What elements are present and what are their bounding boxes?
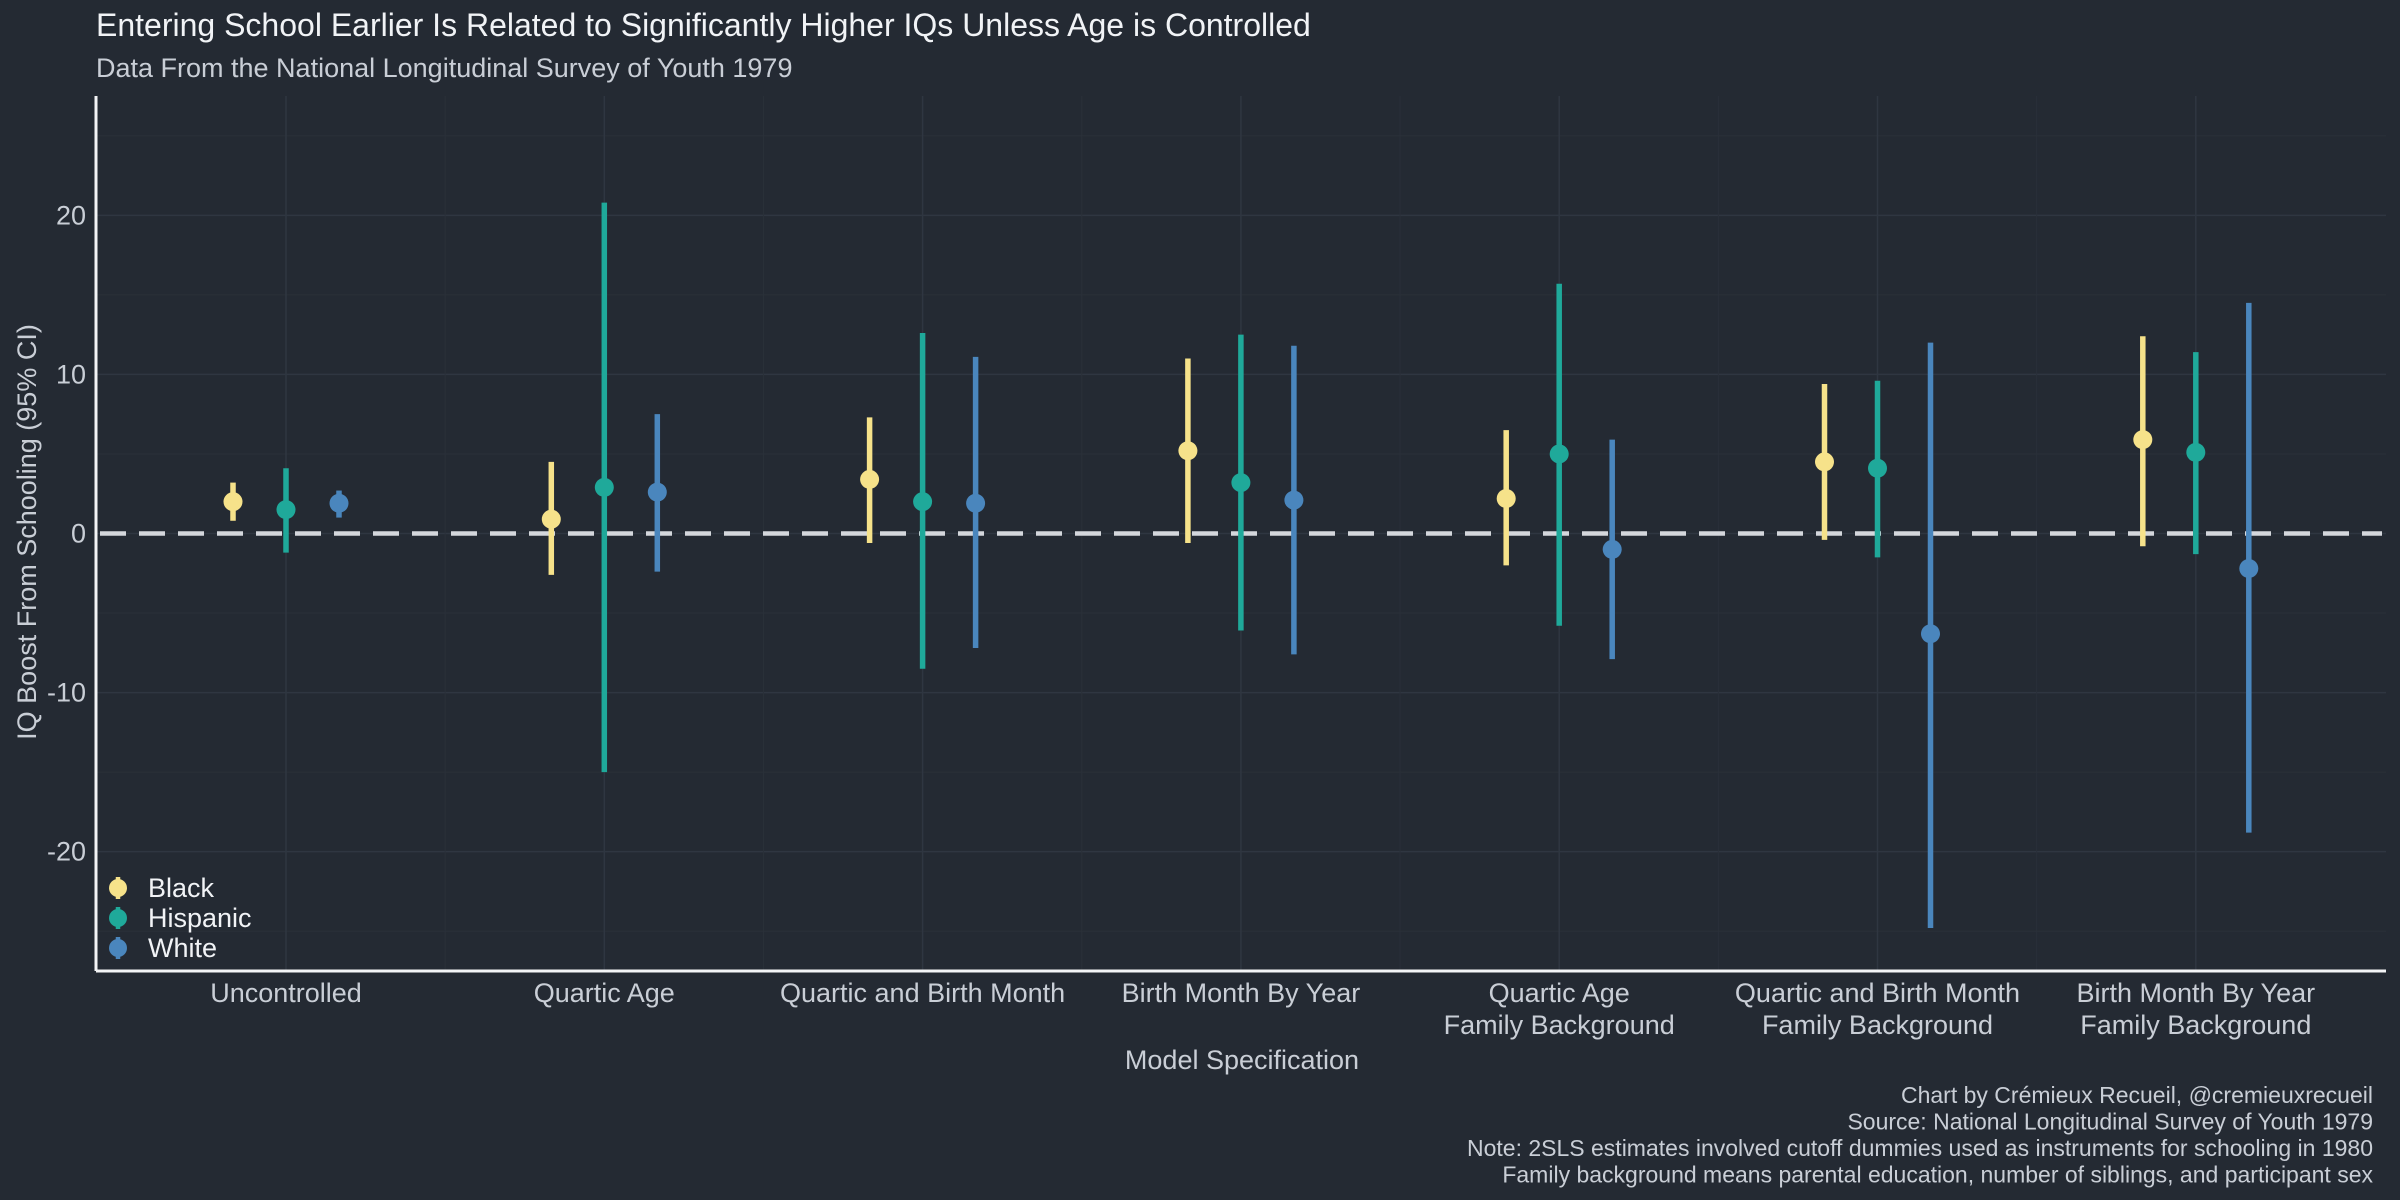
point-hispanic (2186, 442, 2206, 462)
chart-subtitle: Data From the National Longitudinal Surv… (96, 53, 792, 83)
caption-line: Source: National Longitudinal Survey of … (1847, 1109, 2373, 1135)
x-tick-label: Birth Month By Year (1122, 978, 1361, 1008)
chart-title: Entering School Earlier Is Related to Si… (96, 7, 1311, 43)
point-hispanic (276, 500, 296, 520)
y-tick-label: 0 (71, 519, 86, 549)
y-tick-label: 20 (56, 200, 86, 230)
y-tick-label: -20 (47, 837, 86, 867)
x-tick-label: Uncontrolled (210, 978, 362, 1008)
point-black (1815, 452, 1834, 472)
point-white (1921, 624, 1940, 644)
legend-key-point (109, 939, 127, 957)
point-black (541, 509, 561, 529)
legend-label: White (148, 933, 217, 963)
point-hispanic (1868, 458, 1887, 478)
caption-line: Family background means parental educati… (1502, 1162, 2373, 1188)
y-tick-label: 10 (56, 359, 86, 389)
plot-area: 20 10 0 -10 -20 Uncontrolled Quartic Age Quarti… (47, 96, 2386, 1040)
legend-key-point (109, 909, 127, 927)
caption-line: Chart by Crémieux Recueil, @cremieuxrecu… (1901, 1082, 2373, 1108)
legend-label: Black (148, 873, 215, 903)
point-hispanic (1231, 473, 1251, 493)
point-black (223, 492, 243, 512)
point-hispanic (594, 477, 614, 497)
point-black (1178, 441, 1198, 461)
point-black (860, 469, 880, 489)
y-tick-label: -10 (47, 678, 86, 708)
point-white (329, 493, 349, 513)
x-tick-label: Family Background (1444, 1010, 1675, 1040)
legend-label: Hispanic (148, 903, 252, 933)
point-white (2239, 559, 2259, 578)
x-tick-label: Family Background (2080, 1010, 2311, 1040)
x-tick-label: Quartic Age (1489, 978, 1630, 1008)
x-tick-label: Quartic and Birth Month (780, 978, 1065, 1008)
point-hispanic (1549, 444, 1569, 464)
x-tick-label: Birth Month By Year (2076, 978, 2315, 1008)
x-tick-label: Quartic and Birth Month (1735, 978, 2020, 1008)
caption-line: Note: 2SLS estimates involved cutoff dum… (1467, 1135, 2373, 1161)
point-white (1602, 539, 1622, 559)
x-axis-label: Model Specification (1125, 1045, 1359, 1075)
legend-key-point (109, 879, 127, 897)
caption: Chart by Crémieux Recueil, @cremieuxrecu… (1467, 1082, 2373, 1188)
point-hispanic (913, 492, 933, 512)
point-white (647, 482, 667, 502)
y-axis-label: IQ Boost From Schooling (95% CI) (12, 324, 42, 740)
point-white (1284, 490, 1304, 510)
x-tick-label: Quartic Age (534, 978, 675, 1008)
point-white (966, 493, 986, 513)
point-black (1496, 489, 1516, 508)
x-tick-label: Family Background (1762, 1010, 1993, 1040)
point-black (2133, 430, 2153, 450)
